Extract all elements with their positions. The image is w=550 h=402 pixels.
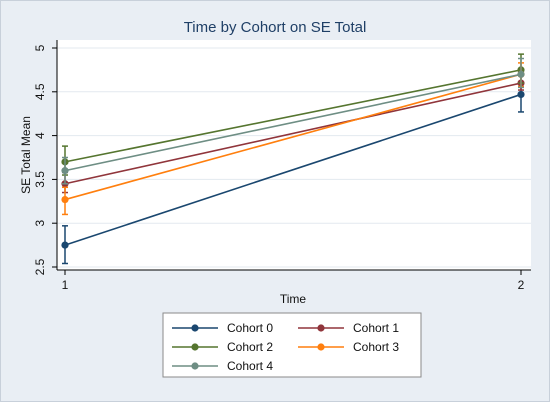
y-tick-label: 3.5 bbox=[33, 171, 47, 188]
legend-item: Cohort 3 bbox=[298, 340, 399, 354]
chart-title: Time by Cohort on SE Total bbox=[184, 19, 367, 36]
legend-item: Cohort 4 bbox=[172, 359, 273, 373]
legend-label: Cohort 4 bbox=[227, 359, 273, 373]
legend-item: Cohort 2 bbox=[172, 340, 273, 354]
data-point bbox=[61, 241, 69, 249]
series-0 bbox=[61, 82, 525, 265]
data-point bbox=[517, 90, 525, 99]
y-tick-label: 2.5 bbox=[33, 258, 47, 275]
data-point bbox=[517, 70, 525, 78]
legend-swatch-marker bbox=[317, 324, 325, 332]
axes bbox=[52, 40, 531, 275]
series-line bbox=[64, 73, 522, 201]
data-point bbox=[61, 167, 69, 175]
series-4 bbox=[61, 57, 525, 185]
series-line bbox=[64, 73, 522, 172]
x-axis-label: Time bbox=[280, 292, 307, 306]
legend-label: Cohort 2 bbox=[227, 340, 273, 354]
x-tick-label: 1 bbox=[62, 278, 69, 292]
legend-label: Cohort 3 bbox=[353, 340, 399, 354]
y-tick-label: 5 bbox=[33, 44, 47, 51]
legend-item: Cohort 1 bbox=[298, 321, 399, 335]
data-point bbox=[61, 195, 69, 204]
series-layer bbox=[61, 53, 525, 265]
y-tick-label: 4 bbox=[33, 132, 47, 139]
y-tick-label: 4.5 bbox=[33, 83, 47, 100]
x-tick-label: 2 bbox=[518, 278, 525, 292]
series-line bbox=[64, 93, 522, 246]
legend-swatch-marker bbox=[191, 324, 199, 332]
y-tick-label: 3 bbox=[33, 220, 47, 227]
y-tick-labels: 2.5 3 3.5 4 4.5 5 bbox=[33, 44, 47, 275]
legend-swatch-marker bbox=[317, 343, 325, 351]
legend-item: Cohort 0 bbox=[172, 321, 273, 335]
plot-area bbox=[57, 40, 531, 270]
legend-label: Cohort 1 bbox=[353, 321, 399, 335]
legend-swatch-marker bbox=[191, 343, 199, 351]
legend-swatch-marker bbox=[191, 362, 199, 370]
series-line bbox=[64, 69, 522, 163]
y-axis-label: SE Total Mean bbox=[19, 116, 33, 194]
series-line bbox=[64, 82, 522, 185]
legend-label: Cohort 0 bbox=[227, 321, 273, 335]
legend: Cohort 0 Cohort 1 Cohort 2 Cohort 3 Cohort 4 bbox=[172, 321, 399, 373]
